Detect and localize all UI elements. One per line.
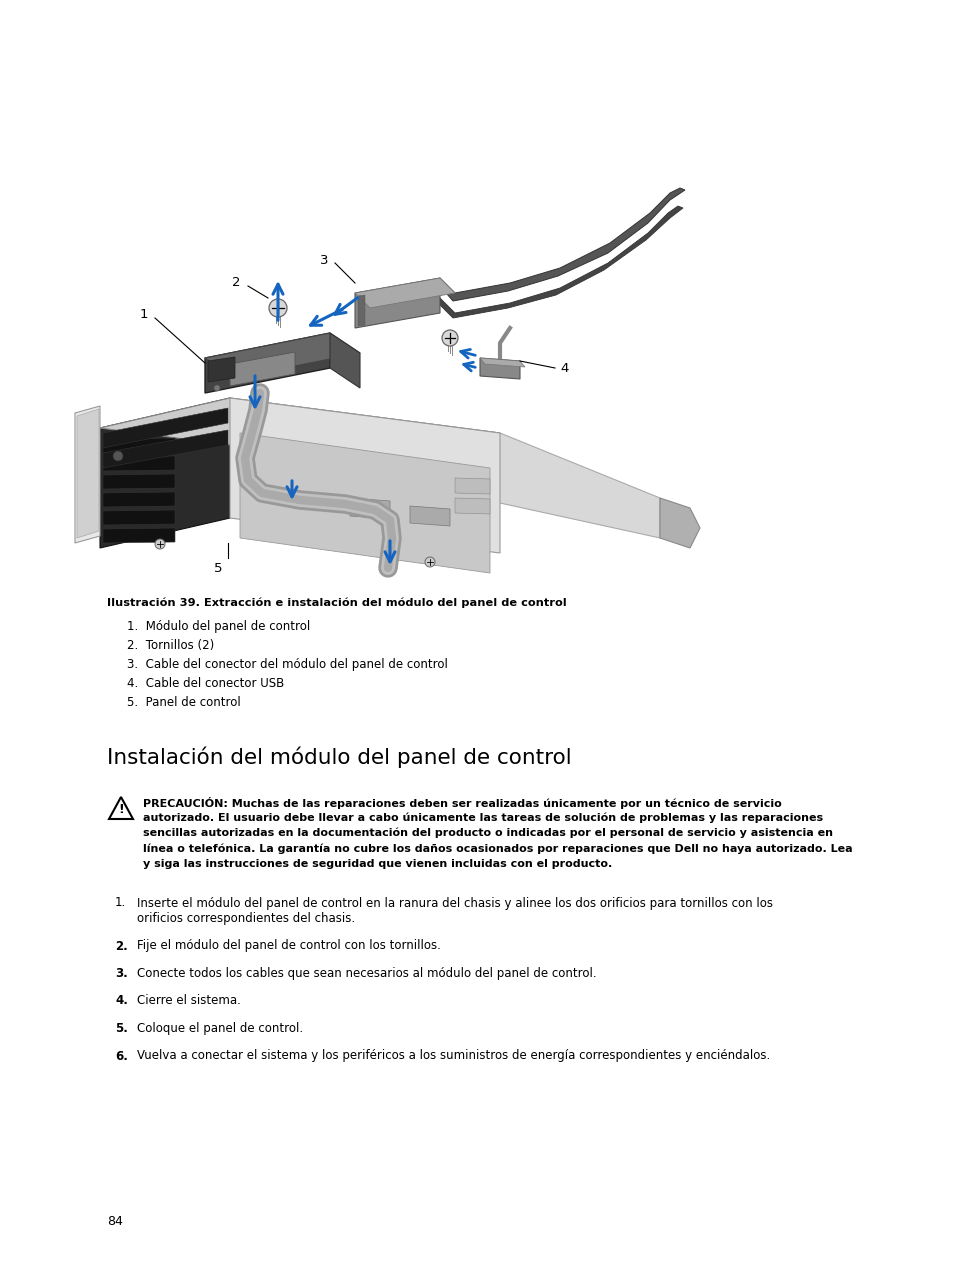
Text: Ilustración 39. Extracción e instalación del módulo del panel de control: Ilustración 39. Extracción e instalación… xyxy=(107,598,566,609)
Polygon shape xyxy=(77,410,99,538)
Polygon shape xyxy=(355,278,455,308)
Polygon shape xyxy=(410,506,450,526)
Text: Fije el módulo del panel de control con los tornillos.: Fije el módulo del panel de control con … xyxy=(137,940,440,952)
Text: Cierre el sistema.: Cierre el sistema. xyxy=(137,994,240,1008)
Polygon shape xyxy=(355,278,439,328)
Polygon shape xyxy=(230,398,499,553)
Polygon shape xyxy=(103,408,228,448)
Text: 3.  Cable del conector del módulo del panel de control: 3. Cable del conector del módulo del pan… xyxy=(127,658,447,671)
Polygon shape xyxy=(230,398,659,538)
Text: 5.: 5. xyxy=(115,1022,128,1035)
Text: 3: 3 xyxy=(319,254,328,266)
Polygon shape xyxy=(103,510,174,525)
Circle shape xyxy=(112,451,123,462)
Text: 1.: 1. xyxy=(115,896,126,909)
Text: orificios correspondientes del chasis.: orificios correspondientes del chasis. xyxy=(137,912,355,924)
Polygon shape xyxy=(103,437,174,453)
Polygon shape xyxy=(330,333,359,388)
Polygon shape xyxy=(100,398,499,463)
Polygon shape xyxy=(240,432,490,573)
Text: 2: 2 xyxy=(233,276,241,289)
Polygon shape xyxy=(100,398,230,548)
Text: PRECAUCIÓN: Muchas de las reparaciones deben ser realizadas únicamente por un té: PRECAUCIÓN: Muchas de las reparaciones d… xyxy=(143,798,781,809)
Text: 3.: 3. xyxy=(115,967,128,980)
Polygon shape xyxy=(103,430,228,468)
Text: Inserte el módulo del panel de control en la ranura del chasis y alinee los dos : Inserte el módulo del panel de control e… xyxy=(137,896,772,909)
Text: Conecte todos los cables que sean necesarios al módulo del panel de control.: Conecte todos los cables que sean necesa… xyxy=(137,967,596,980)
Text: 2.: 2. xyxy=(115,940,128,952)
Text: 5.  Panel de control: 5. Panel de control xyxy=(127,696,240,709)
Circle shape xyxy=(154,539,165,549)
Polygon shape xyxy=(659,498,700,548)
Polygon shape xyxy=(350,498,390,519)
Circle shape xyxy=(269,299,287,317)
Polygon shape xyxy=(103,492,174,507)
Text: 1.  Módulo del panel de control: 1. Módulo del panel de control xyxy=(127,620,310,633)
Text: y siga las instrucciones de seguridad que vienen incluidas con el producto.: y siga las instrucciones de seguridad qu… xyxy=(143,858,612,869)
Polygon shape xyxy=(455,498,490,514)
Text: autorizado. El usuario debe llevar a cabo únicamente las tareas de solución de p: autorizado. El usuario debe llevar a cab… xyxy=(143,813,822,823)
Polygon shape xyxy=(103,527,174,543)
Polygon shape xyxy=(479,358,524,366)
Text: Vuelva a conectar el sistema y los periféricos a los suministros de energía corr: Vuelva a conectar el sistema y los perif… xyxy=(137,1050,769,1063)
Circle shape xyxy=(424,557,435,567)
Polygon shape xyxy=(205,333,359,378)
Text: 6.: 6. xyxy=(115,1050,128,1063)
Circle shape xyxy=(213,385,220,391)
Circle shape xyxy=(441,330,457,346)
Polygon shape xyxy=(208,358,234,382)
Text: 5: 5 xyxy=(213,562,222,574)
Polygon shape xyxy=(205,333,330,393)
Polygon shape xyxy=(103,474,174,489)
Text: 2.  Tornillos (2): 2. Tornillos (2) xyxy=(127,639,214,652)
Polygon shape xyxy=(439,188,684,301)
Polygon shape xyxy=(357,295,365,326)
Text: 4.  Cable del conector USB: 4. Cable del conector USB xyxy=(127,677,284,690)
Polygon shape xyxy=(479,358,519,379)
Polygon shape xyxy=(230,353,294,385)
Polygon shape xyxy=(103,456,174,470)
Text: 84: 84 xyxy=(107,1215,123,1227)
Text: Coloque el panel de control.: Coloque el panel de control. xyxy=(137,1022,303,1035)
Text: Instalación del módulo del panel de control: Instalación del módulo del panel de cont… xyxy=(107,747,571,768)
Text: 1: 1 xyxy=(139,308,148,322)
Polygon shape xyxy=(455,478,490,495)
Polygon shape xyxy=(75,406,100,543)
Text: !: ! xyxy=(118,803,124,817)
Text: 4.: 4. xyxy=(115,994,128,1008)
Text: línea o telefónica. La garantía no cubre los daños ocasionados por reparaciones : línea o telefónica. La garantía no cubre… xyxy=(143,843,852,855)
Polygon shape xyxy=(439,205,682,318)
Text: sencillas autorizadas en la documentación del producto o indicadas por el person: sencillas autorizadas en la documentació… xyxy=(143,828,832,838)
Text: 4: 4 xyxy=(559,361,568,374)
